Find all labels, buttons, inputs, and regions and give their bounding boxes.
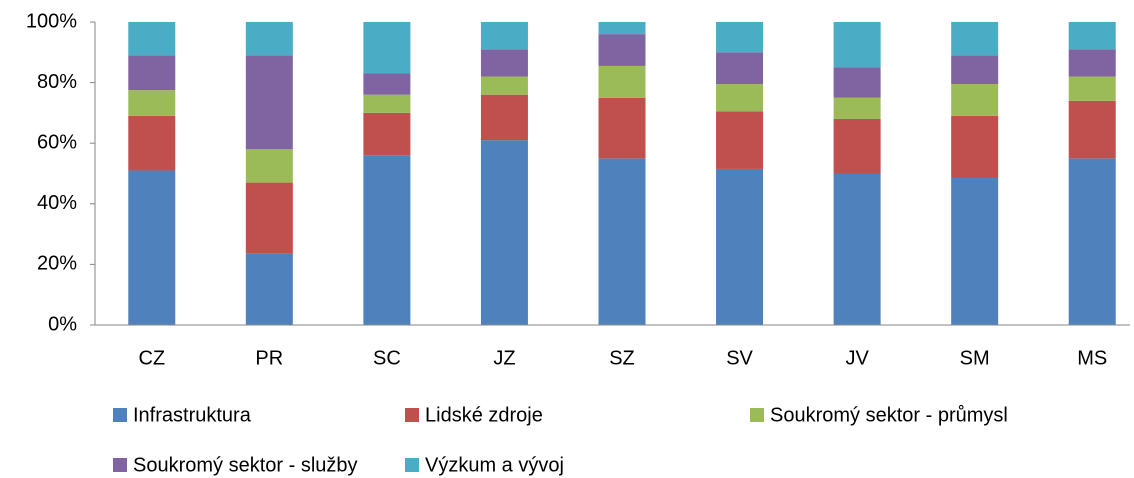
bar-segment — [128, 115, 176, 171]
bar-segment — [480, 140, 528, 325]
bar-segment — [951, 115, 999, 179]
legend-label: Soukromý sektor - průmysl — [770, 404, 1008, 426]
legend-label: Výzkum a vývoj — [425, 454, 564, 476]
bar-segment — [128, 22, 176, 56]
legend-swatch — [750, 408, 764, 422]
bar-segment — [598, 34, 646, 66]
y-tick-label: 40% — [37, 192, 77, 214]
bar-segment — [1068, 49, 1116, 77]
bar-segment — [128, 55, 176, 91]
bar-segment — [480, 22, 528, 50]
bar-segment — [951, 178, 999, 325]
x-tick-label: JV — [845, 347, 869, 369]
legend-swatch — [405, 408, 419, 422]
x-tick-label: SV — [726, 347, 753, 369]
bar-segment — [598, 97, 646, 159]
bar-segment — [363, 22, 411, 74]
y-tick-label: 80% — [37, 71, 77, 93]
bar-segment — [598, 22, 646, 35]
bar-segment — [480, 49, 528, 77]
x-tick-label: SM — [960, 347, 990, 369]
legend-label: Soukromý sektor - služby — [133, 454, 358, 476]
bar-segment — [128, 90, 176, 116]
bar-segment — [128, 170, 176, 325]
bar-segment — [833, 118, 881, 174]
bar-segment — [716, 52, 764, 85]
bar-segment — [833, 22, 881, 68]
bar-segment — [480, 76, 528, 95]
bar-segment — [363, 94, 411, 113]
bar-segment — [1068, 158, 1116, 325]
bar-segment — [245, 182, 293, 254]
bar-segment — [598, 65, 646, 98]
bar-segment — [833, 97, 881, 119]
bar-segment — [1068, 76, 1116, 101]
bar-segment — [1068, 22, 1116, 50]
bar-segment — [1068, 100, 1116, 159]
bar-segment — [480, 94, 528, 141]
bar-segment — [716, 168, 764, 325]
bar-segment — [716, 22, 764, 53]
x-tick-label: JZ — [493, 347, 515, 369]
bar-segment — [951, 84, 999, 116]
bar-segment — [363, 155, 411, 325]
legend-label: Infrastruktura — [133, 404, 252, 426]
x-tick-label: MS — [1077, 347, 1107, 369]
y-tick-label: 0% — [48, 313, 77, 335]
legend-swatch — [113, 458, 127, 472]
legend-swatch — [405, 458, 419, 472]
bar-segment — [833, 173, 881, 325]
x-tick-label: SZ — [609, 347, 635, 369]
bar-segment — [716, 111, 764, 169]
bar-segment — [363, 73, 411, 95]
bar-segment — [245, 22, 293, 56]
x-tick-label: PR — [255, 347, 283, 369]
bar-segment — [245, 253, 293, 325]
bar-segment — [245, 55, 293, 150]
y-tick-label: 20% — [37, 253, 77, 275]
bar-segment — [716, 84, 764, 112]
bar-segment — [951, 55, 999, 85]
x-tick-label: CZ — [138, 347, 165, 369]
legend-label: Lidské zdroje — [425, 404, 543, 426]
bar-segment — [245, 149, 293, 183]
bar-segment — [833, 67, 881, 98]
y-tick-label: 60% — [37, 131, 77, 153]
bar-segment — [951, 22, 999, 56]
bar-segment — [598, 158, 646, 325]
bar-segment — [363, 112, 411, 156]
x-tick-label: SC — [373, 347, 401, 369]
y-tick-label: 100% — [26, 10, 77, 32]
legend-swatch — [113, 408, 127, 422]
